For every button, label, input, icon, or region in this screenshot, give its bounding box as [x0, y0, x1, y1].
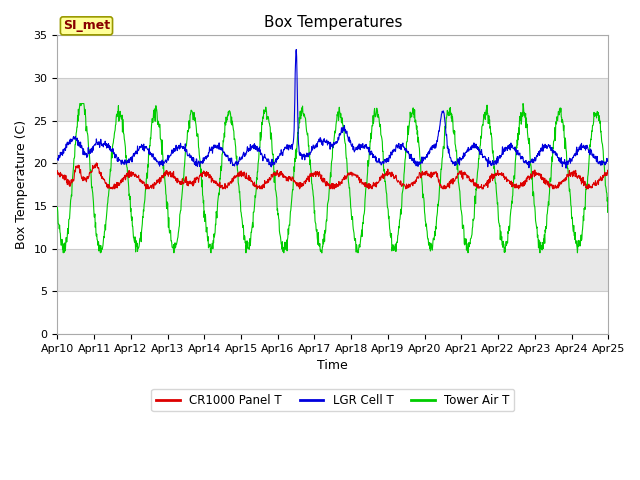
X-axis label: Time: Time: [317, 359, 348, 372]
Y-axis label: Box Temperature (C): Box Temperature (C): [15, 120, 28, 249]
Bar: [58, 36, 608, 78]
Bar: [58, 206, 608, 249]
Legend: CR1000 Panel T, LGR Cell T, Tower Air T: CR1000 Panel T, LGR Cell T, Tower Air T: [152, 389, 515, 411]
Title: Box Temperatures: Box Temperatures: [264, 15, 402, 30]
Bar: [58, 120, 608, 163]
Bar: [58, 291, 608, 334]
Text: SI_met: SI_met: [63, 19, 110, 32]
